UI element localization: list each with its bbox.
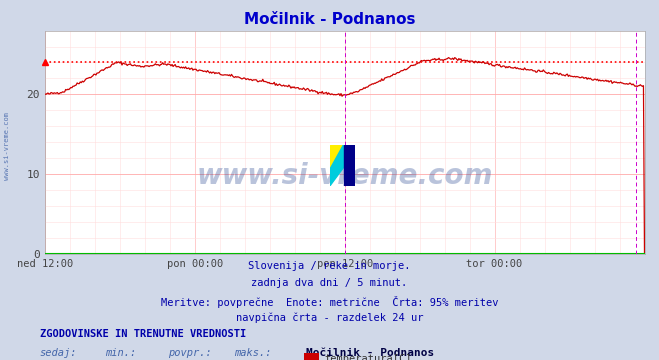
Text: maks.:: maks.: <box>234 348 272 358</box>
Text: zadnja dva dni / 5 minut.: zadnja dva dni / 5 minut. <box>251 278 408 288</box>
Text: ZGODOVINSKE IN TRENUTNE VREDNOSTI: ZGODOVINSKE IN TRENUTNE VREDNOSTI <box>40 329 246 339</box>
Text: Slovenija / reke in morje.: Slovenija / reke in morje. <box>248 261 411 271</box>
Text: povpr.:: povpr.: <box>168 348 212 358</box>
Polygon shape <box>343 145 355 186</box>
Text: Močilnik - Podnanos: Močilnik - Podnanos <box>244 12 415 27</box>
Polygon shape <box>330 145 343 170</box>
Polygon shape <box>330 145 343 186</box>
Text: www.si-vreme.com: www.si-vreme.com <box>196 162 493 190</box>
Text: navpična črta - razdelek 24 ur: navpična črta - razdelek 24 ur <box>236 313 423 323</box>
Text: min.:: min.: <box>105 348 136 358</box>
Text: sedaj:: sedaj: <box>40 348 77 358</box>
Text: Meritve: povprečne  Enote: metrične  Črta: 95% meritev: Meritve: povprečne Enote: metrične Črta:… <box>161 296 498 307</box>
Text: www.si-vreme.com: www.si-vreme.com <box>3 112 10 180</box>
Text: Močilnik - Podnanos: Močilnik - Podnanos <box>306 348 435 358</box>
Text: temperatura[C]: temperatura[C] <box>324 354 412 360</box>
